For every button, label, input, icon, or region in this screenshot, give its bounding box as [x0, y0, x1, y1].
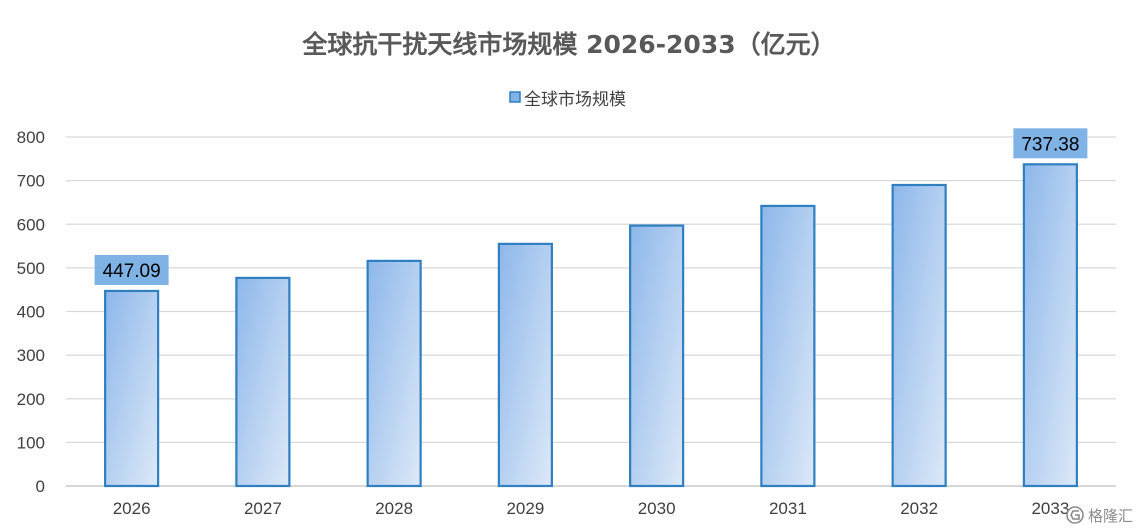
y-tick-label: 800 [17, 128, 45, 147]
y-tick-label: 200 [17, 390, 45, 409]
bar [104, 289, 160, 488]
bar [629, 224, 685, 488]
x-tick-label: 2027 [244, 499, 282, 518]
y-tick-label: 0 [36, 477, 45, 496]
gridlines [66, 136, 1116, 487]
legend-swatch [509, 91, 521, 103]
chart-title: 全球抗干扰天线市场规模 2026-2033（亿元） [301, 30, 835, 59]
watermark-text: 格隆汇 [1088, 507, 1133, 525]
x-tick-label: 2032 [900, 499, 938, 518]
x-axis: 2026 2027 2028 2029 2030 2031 2032 2033 [113, 499, 1070, 518]
x-tick-label: 2026 [113, 499, 151, 518]
x-tick-label: 2029 [506, 499, 544, 518]
gelonghui-logo-icon [1066, 506, 1084, 524]
y-tick-label: 100 [17, 433, 45, 452]
y-tick-label: 300 [17, 346, 45, 365]
y-axis: 0 100 200 300 400 500 600 700 800 [17, 128, 45, 496]
data-label-background [94, 254, 169, 285]
bar [497, 242, 553, 488]
x-tick-label: 2031 [769, 499, 807, 518]
data-labels: 447.09 737.38 [94, 128, 1088, 285]
watermark: 格隆汇 [1066, 506, 1133, 525]
x-tick-label: 2033 [1031, 499, 1069, 518]
x-tick-label: 2030 [638, 499, 676, 518]
bar [1022, 163, 1078, 488]
data-label-background [1013, 128, 1088, 159]
data-label-text: 737.38 [1021, 134, 1079, 155]
data-label: 737.38 [1013, 128, 1088, 159]
bar [235, 276, 291, 488]
bar [366, 259, 422, 488]
y-tick-label: 600 [17, 215, 45, 234]
data-label: 447.09 [94, 254, 169, 285]
legend-label: 全球市场规模 [524, 90, 626, 110]
bar [760, 204, 816, 488]
bar [891, 183, 947, 488]
legend: 全球市场规模 [509, 90, 626, 110]
data-label-text: 447.09 [103, 261, 161, 282]
y-tick-label: 400 [17, 303, 45, 322]
x-tick-label: 2028 [375, 499, 413, 518]
y-tick-label: 500 [17, 259, 45, 278]
bars [104, 163, 1078, 488]
y-tick-label: 700 [17, 172, 45, 191]
